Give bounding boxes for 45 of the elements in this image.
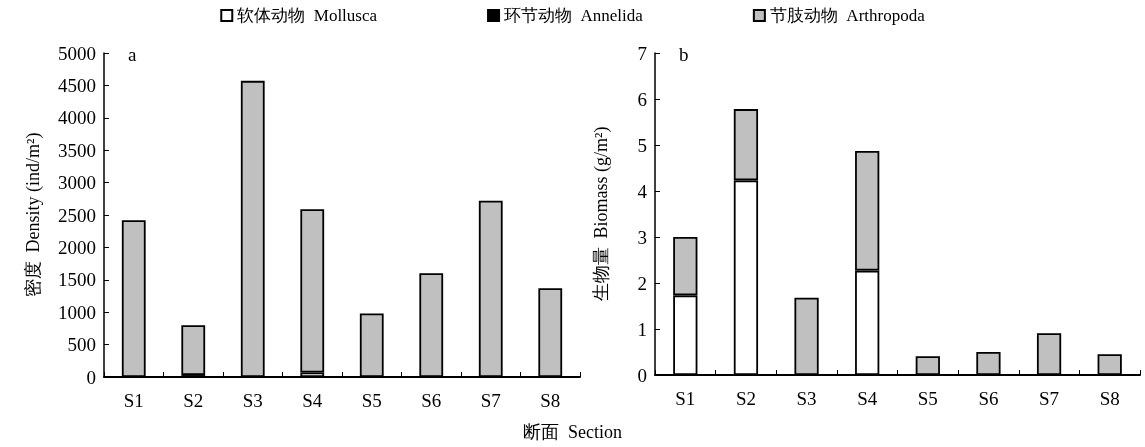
y-tick-label: 4000 xyxy=(58,107,96,129)
legend-label: 环节动物 Annelida xyxy=(504,6,644,25)
y-tick-label: 1000 xyxy=(58,301,96,323)
y-tick-label: 1500 xyxy=(58,269,96,291)
legend-label: 节肢动物 Arthropoda xyxy=(769,6,926,25)
bar xyxy=(300,209,325,373)
x-tick-label: S4 xyxy=(302,390,323,411)
annotation: b xyxy=(679,44,689,65)
x-tick-label: S7 xyxy=(1039,388,1060,409)
y-tick-label: 3000 xyxy=(58,172,96,194)
y-tick-label: 6 xyxy=(637,88,647,110)
y-tick-label: 2000 xyxy=(58,236,96,258)
x-tick-label: S8 xyxy=(1099,388,1120,409)
x-tick-label: S1 xyxy=(675,388,696,409)
y-tick-label: 3 xyxy=(637,226,647,248)
x-tick-label: S2 xyxy=(735,388,756,409)
y-axis-title: 生物量 Biomass (g/m²) xyxy=(591,126,612,302)
y-tick-label: 3500 xyxy=(58,139,96,161)
legend-label: 软体动物 Mollusca xyxy=(237,6,378,25)
x-tick-label: S3 xyxy=(796,388,817,409)
x-tick-label: S1 xyxy=(123,390,144,411)
y-tick-label: 2 xyxy=(637,272,647,294)
x-tick-label: S6 xyxy=(421,390,442,411)
x-tick-label: S5 xyxy=(361,390,382,411)
x-tick-label: S5 xyxy=(917,388,938,409)
bar xyxy=(181,325,206,376)
y-tick-label: 5 xyxy=(637,134,647,156)
y-tick-label: 0 xyxy=(637,364,647,386)
x-tick-label: S2 xyxy=(183,390,204,411)
y-tick-label: 4 xyxy=(637,180,648,202)
x-tick-label: S7 xyxy=(480,390,501,411)
y-tick-label: 2500 xyxy=(58,204,96,226)
y-axis-title: 密度 Density (ind/m²) xyxy=(23,132,44,298)
x-tick-label: S4 xyxy=(857,388,878,409)
y-tick-label: 4500 xyxy=(58,74,96,96)
y-tick-label: 5000 xyxy=(58,42,96,64)
x-tick-label: S8 xyxy=(540,390,561,411)
y-tick-label: 0 xyxy=(86,366,96,388)
y-tick-label: 1 xyxy=(637,318,647,340)
x-axis-title: 断面 Section xyxy=(523,422,622,442)
y-tick-label: 500 xyxy=(67,334,96,356)
annotation: a xyxy=(128,44,137,65)
x-tick-label: S3 xyxy=(242,390,263,411)
x-tick-label: S6 xyxy=(978,388,999,409)
y-tick-label: 7 xyxy=(637,42,647,64)
